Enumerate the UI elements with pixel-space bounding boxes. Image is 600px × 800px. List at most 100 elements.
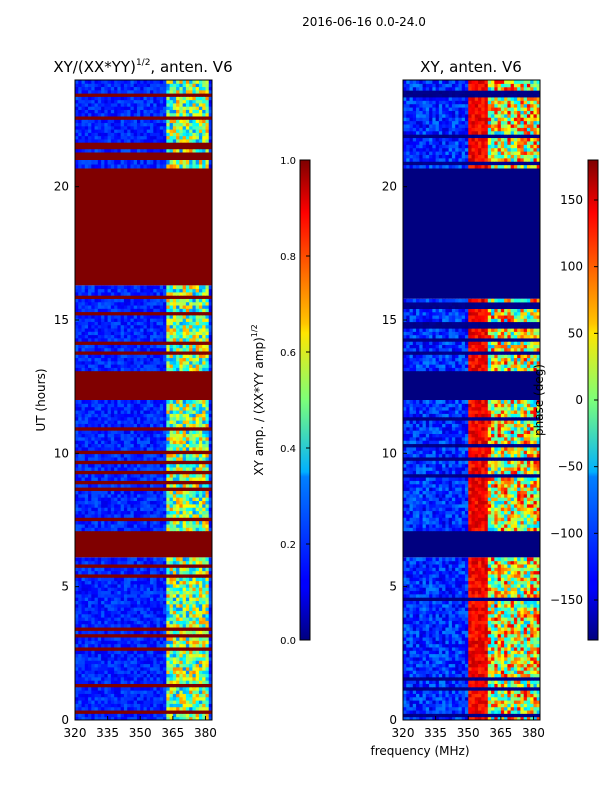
panel1-cell (169, 291, 174, 296)
panel1-cell (136, 623, 141, 628)
panel1-cell (153, 686, 158, 691)
panel1-cell (198, 500, 203, 505)
panel1-cell (169, 350, 174, 355)
panel1-cell (163, 160, 167, 165)
panel1-cell (153, 510, 158, 515)
panel1-cell (189, 347, 193, 352)
panel1-cell (94, 314, 99, 319)
panel1-cell (97, 597, 102, 601)
panel1-cell (166, 696, 171, 701)
panel1-cell (179, 560, 184, 565)
panel1-cell (198, 430, 203, 435)
panel1-cell (150, 673, 154, 678)
panel1-cell (169, 583, 174, 588)
panel1-cell (120, 298, 125, 303)
panel1-cell (182, 453, 187, 458)
panel1-cell (208, 164, 213, 169)
panel1-cell (104, 577, 109, 582)
panel1-cell (88, 716, 92, 721)
panel1-cell (136, 324, 141, 329)
panel1-cell (143, 450, 148, 455)
panel1-cell (94, 308, 99, 313)
panel1-cell (205, 716, 210, 721)
panel1-cell (78, 567, 83, 572)
panel1-cell (146, 473, 151, 478)
panel1-cell (94, 328, 99, 332)
panel1-cell (140, 473, 144, 478)
panel1-cell (153, 497, 158, 502)
panel1-cell (172, 656, 177, 661)
panel1-cell (176, 480, 180, 485)
panel1-cell (169, 646, 174, 651)
panel1-cell (208, 463, 213, 468)
panel1-cell (208, 410, 213, 414)
panel1-cell (97, 456, 102, 461)
panel1-cell (159, 341, 164, 345)
panel1-cell (208, 577, 213, 582)
panel1-cell (75, 670, 79, 675)
panel1-cell (130, 305, 135, 309)
panel1-cell (166, 436, 171, 441)
panel1-cell (94, 460, 99, 465)
panel1-cell (182, 443, 187, 448)
panel1-cell (81, 666, 86, 671)
panel1-cell (198, 436, 203, 441)
panel1-cell (176, 423, 180, 428)
panel1-cell (91, 637, 96, 641)
panel1-cell (91, 480, 96, 485)
panel1-cell (198, 577, 203, 582)
panel1-cell (163, 650, 167, 655)
panel1-cell (88, 288, 92, 293)
panel1-cell (163, 680, 167, 684)
panel1-cell (179, 623, 184, 628)
panel1-cell (127, 341, 131, 345)
panel1-cell (198, 403, 203, 408)
panel1-cell (117, 676, 122, 681)
panel1-cell (101, 650, 105, 655)
panel1-cell (127, 706, 131, 711)
panel1-cell (182, 285, 187, 290)
panel1-cell (81, 341, 86, 345)
panel1-cell (169, 670, 174, 675)
panel1-cell (84, 700, 89, 704)
panel1-cell (176, 473, 180, 478)
panel1-cell (185, 497, 190, 502)
panel1-cell (182, 426, 187, 431)
panel1-cell (110, 460, 115, 465)
panel1-cell (88, 557, 92, 562)
panel1-cell (146, 593, 151, 598)
panel1-cell (110, 354, 115, 359)
panel1-cell (110, 567, 115, 572)
panel1-cell (150, 473, 154, 478)
panel1-cell (88, 416, 92, 421)
panel1-cell (185, 460, 190, 465)
panel1-cell (150, 403, 154, 408)
panel1-cell (140, 350, 144, 355)
panel1-cell (143, 470, 148, 475)
panel1-cell (94, 400, 99, 404)
panel1-cell (143, 344, 148, 349)
panel1-cell (136, 690, 141, 694)
panel1-cell (169, 164, 174, 169)
panel1-cell (133, 663, 138, 668)
panel1-cell (166, 597, 171, 601)
panel1-cell (172, 288, 177, 293)
panel1-cell (192, 587, 197, 592)
panel1-cell (81, 413, 86, 418)
panel1-cell (150, 308, 154, 313)
panel1-cell (110, 583, 115, 588)
panel1-cell (107, 460, 112, 465)
panel1-cell (146, 603, 151, 608)
panel1-cell (136, 686, 141, 691)
panel1-cell (150, 507, 154, 512)
panel1-cell (78, 577, 83, 582)
panel1-cell (88, 597, 92, 601)
panel1-cell (156, 403, 161, 408)
panel1-cell (202, 597, 206, 601)
panel1-cell (97, 367, 102, 372)
panel1-cell (88, 460, 92, 465)
panel1-cell (91, 433, 96, 438)
panel1-cell (143, 331, 148, 336)
panel1-cell (117, 627, 122, 631)
panel1-cell (97, 523, 102, 528)
